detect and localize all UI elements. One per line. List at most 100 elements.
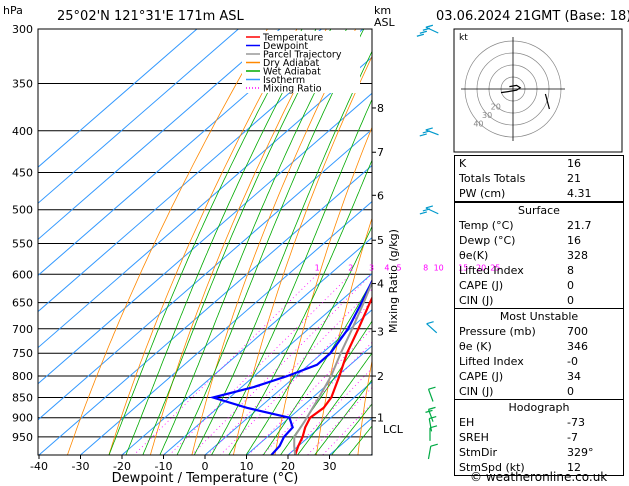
temp-tick-label: -10 xyxy=(155,460,173,473)
legend-background xyxy=(242,31,360,93)
mixing-ratio-line xyxy=(168,274,352,455)
param-value: 21 xyxy=(567,172,581,185)
table-row: Lifted Index -0 xyxy=(455,354,623,369)
param-name: CIN (J) xyxy=(459,385,494,398)
legend-label: Parcel Trajectory xyxy=(263,50,342,61)
table-row: θe (K) 346 xyxy=(455,339,623,354)
mixing-ratio-labels: 1 2 3 4 5 8 10 15 20 25 xyxy=(315,263,501,272)
km-tick-label: 1 xyxy=(377,412,384,425)
temp-tick-label: 30 xyxy=(323,460,337,473)
table-row: CAPE (J) 0 xyxy=(455,278,623,293)
param-name: θe(K) xyxy=(459,249,489,262)
most-unstable-title: Most Unstable xyxy=(499,310,579,323)
surface-title: Surface xyxy=(518,204,560,217)
mixing-ratio-label: 15 xyxy=(458,263,468,272)
series-dewpoint xyxy=(208,278,372,455)
table-row: StmSpd (kt) 12 xyxy=(455,460,623,475)
wind-barb xyxy=(428,418,433,432)
wet-adiabat xyxy=(262,279,372,455)
wind-barb-flag xyxy=(419,133,427,137)
param-name: Dewp (°C) xyxy=(459,234,516,247)
isotherm xyxy=(121,236,372,455)
pressure-tick-label: 550 xyxy=(12,237,33,250)
pressure-tick-label: 850 xyxy=(12,391,33,404)
mixing-ratio-line xyxy=(133,274,318,455)
hodograph-kt-label: kt xyxy=(459,33,468,43)
legend-label: Isotherm xyxy=(263,75,305,86)
table-row: StmDir 329° xyxy=(455,445,623,460)
param-name: SREH xyxy=(459,431,489,444)
datetime-title: 03.06.2024 21GMT (Base: 18) xyxy=(436,9,629,24)
param-value: 700 xyxy=(567,325,588,338)
isotherm xyxy=(162,273,372,455)
mixing-ratio-line xyxy=(261,341,372,455)
km-tick-label: 6 xyxy=(377,189,384,202)
legend-label: Mixing Ratio xyxy=(263,84,322,95)
param-value: -73 xyxy=(567,416,585,429)
mixing-ratio-label: 4 xyxy=(384,263,389,272)
copyright-footer: © weatheronline.co.uk xyxy=(470,470,608,484)
wet-adiabat xyxy=(331,403,372,455)
table-row: SREH -7 xyxy=(455,430,623,445)
pressure-tick-label: 500 xyxy=(12,204,33,217)
param-name: CAPE (J) xyxy=(459,370,504,383)
table-row: EH -73 xyxy=(455,415,623,430)
surface-table: Surface Temp (°C) 21.7 Dewp (°C) 16 θe(K) 3… xyxy=(454,202,624,476)
hodograph-frame xyxy=(453,28,623,153)
pressure-tick-label: 600 xyxy=(12,268,33,281)
temp-tick-label: 0 xyxy=(202,460,209,473)
temp-tick-label: -20 xyxy=(113,460,131,473)
pressure-tick-label: 450 xyxy=(12,166,33,179)
param-value: 346 xyxy=(567,340,588,353)
wet-adiabat xyxy=(159,29,348,455)
mixing-ratio-line xyxy=(307,387,372,455)
wind-barbs xyxy=(416,24,439,460)
mixing-ratio-line xyxy=(248,328,372,455)
km-tick-label: 3 xyxy=(377,325,384,338)
param-value: 329° xyxy=(567,446,594,459)
mixing-ratio-axis-label: Mixing Ratio (g/kg) xyxy=(387,229,400,333)
hodograph-ring-label: 20 xyxy=(491,102,501,111)
wind-barb-flag xyxy=(425,205,434,209)
wet-adiabat xyxy=(314,379,372,455)
wind-barb xyxy=(426,323,438,334)
table-row: θe(K) 328 xyxy=(455,248,623,263)
param-value: 12 xyxy=(567,461,581,474)
param-value: 16 xyxy=(567,157,581,170)
param-name: Lifted Index xyxy=(459,355,524,368)
param-value: 0 xyxy=(567,294,574,307)
dry-adiabat xyxy=(232,55,372,455)
param-value: 328 xyxy=(567,249,588,262)
wet-adiabat xyxy=(228,159,372,455)
wind-barb-flag xyxy=(429,416,437,420)
wind-barb-flag xyxy=(419,211,428,215)
pressure-tick-label: 800 xyxy=(12,370,33,383)
pw-row: PW (cm) 4.31 xyxy=(455,186,623,201)
wind-barb-flag xyxy=(416,33,425,37)
param-value: 0 xyxy=(567,279,574,292)
mixing-ratio-label: 8 xyxy=(423,263,428,272)
param-name: EH xyxy=(459,416,475,429)
param-value: 0 xyxy=(567,385,574,398)
mixing-ratio-line xyxy=(219,300,372,455)
km-tick-label: 2 xyxy=(377,370,384,383)
isotherm xyxy=(38,164,372,455)
param-value: 4.31 xyxy=(567,187,592,200)
wind-barb xyxy=(425,26,439,34)
param-value: -7 xyxy=(567,431,578,444)
wind-barb-flag xyxy=(428,406,436,410)
param-name: CAPE (J) xyxy=(459,279,504,292)
wet-adiabat xyxy=(193,50,372,455)
wind-barb-flag xyxy=(422,27,431,31)
isotherm xyxy=(38,92,372,385)
pressure-tick-label: 750 xyxy=(12,347,33,360)
dry-adiabat xyxy=(357,358,372,455)
pressure-tick-label: 400 xyxy=(12,125,33,138)
legend-label: Dry Adiabat xyxy=(263,58,320,69)
wet-adiabat xyxy=(125,29,317,455)
wind-barb-flag xyxy=(425,409,433,413)
param-name: K xyxy=(459,157,467,170)
km-tick-label: 7 xyxy=(377,146,384,159)
wind-barb-flag xyxy=(426,321,434,325)
wind-barb-flag xyxy=(419,30,428,34)
